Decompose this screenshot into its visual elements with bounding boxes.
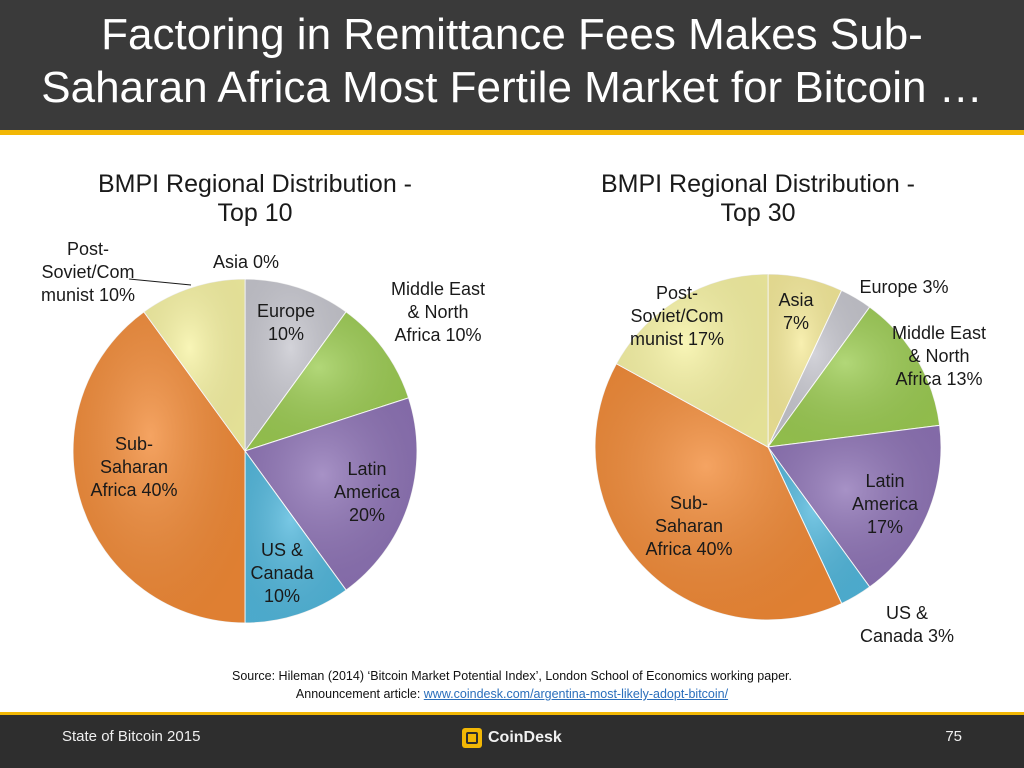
slice-label-line: munist 10% bbox=[41, 285, 135, 305]
slide-header: Factoring in Remittance Fees Makes Sub- … bbox=[0, 0, 1024, 130]
slice-label-post_soviet: Post- Soviet/Com munist 10% bbox=[41, 239, 135, 305]
slice-label-line: Saharan bbox=[655, 516, 723, 536]
slice-label-mena: Middle East & North Africa 10% bbox=[391, 279, 485, 345]
slice-label-asia: Asia 7% bbox=[778, 290, 814, 333]
slice-label-line: & North bbox=[908, 346, 969, 366]
slice-label-line: Asia bbox=[778, 290, 814, 310]
header-accent-rule bbox=[0, 130, 1024, 135]
pie-slice-shading-post_soviet bbox=[143, 279, 245, 451]
slice-label-line: Latin bbox=[347, 459, 386, 479]
slice-label-line: Soviet/Com bbox=[41, 262, 134, 282]
slice-label-line: Africa 10% bbox=[394, 325, 481, 345]
slice-label-line: America bbox=[852, 494, 919, 514]
chart-title-top30-line2: Top 30 bbox=[720, 199, 796, 227]
slice-label-line: Africa 13% bbox=[895, 369, 982, 389]
slice-label-line: 10% bbox=[264, 586, 300, 606]
source-citation: Source: Hileman (2014) ‘Bitcoin Market P… bbox=[231, 669, 793, 683]
slice-label-ssa: Sub- Saharan Africa 40% bbox=[645, 493, 732, 559]
chart-title-top30-line1: BMPI Regional Distribution - bbox=[600, 170, 915, 198]
pie-slice-shading-europe bbox=[768, 290, 870, 447]
footer-accent-rule bbox=[0, 712, 1024, 715]
slide-title-line1: Factoring in Remittance Fees Makes Sub- bbox=[101, 10, 923, 59]
slice-label-line: Latin bbox=[865, 471, 904, 491]
slice-label-line: Post- bbox=[67, 239, 109, 259]
slice-label-latam: Latin America 20% bbox=[334, 459, 401, 525]
slice-label-line: Africa 40% bbox=[90, 480, 177, 500]
slice-label-line: Sub- bbox=[115, 434, 153, 454]
pie-slice-shading-asia bbox=[768, 274, 842, 447]
source-announcement: Announcement article: www.coindesk.com/a… bbox=[60, 685, 964, 703]
slice-label-asia: Asia 0% bbox=[213, 252, 279, 272]
slice-label-line: Soviet/Com bbox=[630, 306, 723, 326]
slice-label-line: Europe 3% bbox=[859, 277, 948, 297]
pie-slice-shading-latam bbox=[768, 425, 942, 587]
coindesk-logo: CoinDesk bbox=[462, 727, 562, 749]
slice-label-line: Africa 40% bbox=[645, 539, 732, 559]
announcement-link[interactable]: www.coindesk.com/argentina-most-likely-a… bbox=[423, 687, 729, 701]
slice-label-line: Middle East bbox=[391, 279, 485, 299]
pie-slice-shading-ssa bbox=[73, 311, 245, 623]
slice-label-us_canada: US & Canada 10% bbox=[250, 540, 314, 606]
slice-label-line: & North bbox=[407, 302, 468, 322]
slice-label-us_canada: US & Canada 3% bbox=[860, 603, 954, 646]
slide-footer bbox=[0, 712, 1024, 768]
pie-slice-shading-europe bbox=[245, 279, 347, 451]
chart-title-top30: BMPI Regional Distribution - Top 30 bbox=[548, 170, 968, 228]
slice-label-line: Europe bbox=[257, 301, 315, 321]
slice-label-latam: Latin America 17% bbox=[852, 471, 919, 537]
slice-label-line: Asia 0% bbox=[213, 252, 279, 272]
slice-label-post_soviet: Post- Soviet/Com munist 17% bbox=[630, 283, 724, 349]
page-number: 75 bbox=[945, 728, 962, 745]
slice-label-line: munist 17% bbox=[630, 329, 724, 349]
slice-label-europe: Europe 10% bbox=[257, 301, 315, 344]
slice-label-line: 7% bbox=[783, 313, 809, 333]
coindesk-logo-icon bbox=[462, 728, 482, 748]
slice-label-mena: Middle East & North Africa 13% bbox=[892, 323, 986, 389]
slice-label-line: Middle East bbox=[892, 323, 986, 343]
slide-title-line2: Saharan Africa Most Fertile Market for B… bbox=[41, 63, 983, 112]
pie-slice-shading-us_canada bbox=[245, 451, 347, 623]
slice-label-line: 20% bbox=[349, 505, 385, 525]
slice-label-line: America bbox=[334, 482, 401, 502]
slice-label-line: US & bbox=[886, 603, 928, 623]
pie-slice-shading-mena bbox=[768, 307, 940, 447]
pie-chart-top10: Asia 0% Europe 10% Middle East & North Africa… bbox=[41, 239, 485, 624]
pie-slice-shading-latam bbox=[245, 397, 417, 591]
pie-slice-shading-us_canada bbox=[768, 447, 870, 604]
source-note: Source: Hileman (2014) ‘Bitcoin Market P… bbox=[60, 667, 964, 703]
footer-deck-title: State of Bitcoin 2015 bbox=[62, 728, 201, 745]
slice-label-ssa: Sub- Saharan Africa 40% bbox=[90, 434, 177, 500]
slice-label-line: 10% bbox=[268, 324, 304, 344]
slice-label-line: US & bbox=[261, 540, 303, 560]
leader-line-post_soviet bbox=[128, 278, 192, 286]
announcement-label: Announcement article: bbox=[295, 687, 424, 701]
chart-title-top10-line1: BMPI Regional Distribution - bbox=[97, 170, 412, 198]
slice-label-line: Canada bbox=[250, 563, 314, 583]
pie-chart-top30: Asia 7% Europe 3% Middle East & North Africa … bbox=[594, 273, 986, 646]
chart-title-top10: BMPI Regional Distribution - Top 10 bbox=[45, 170, 465, 228]
coindesk-brand-name: CoinDesk bbox=[488, 729, 562, 746]
slice-label-line: 17% bbox=[867, 517, 903, 537]
pie-slice-shading-ssa bbox=[595, 363, 842, 621]
slice-label-line: Post- bbox=[656, 283, 698, 303]
pie-slice-shading-mena bbox=[245, 311, 409, 451]
pie-charts: Asia 0% Europe 10% Middle East & North Africa… bbox=[41, 239, 986, 646]
slice-label-line: Sub- bbox=[670, 493, 708, 513]
slice-label-line: Saharan bbox=[100, 457, 168, 477]
slice-label-line: Canada 3% bbox=[860, 626, 954, 646]
slice-label-europe: Europe 3% bbox=[859, 277, 948, 297]
chart-title-top10-line2: Top 10 bbox=[217, 199, 293, 227]
pie-slice-shading-post_soviet bbox=[616, 274, 768, 447]
